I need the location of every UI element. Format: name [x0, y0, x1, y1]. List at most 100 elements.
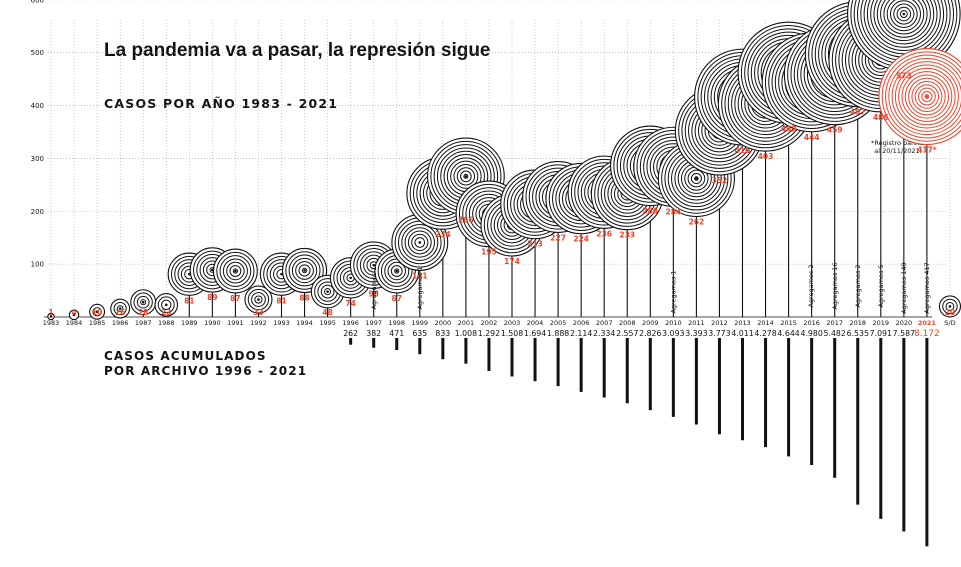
value-label: 81	[276, 296, 286, 305]
bubble-ring	[687, 169, 706, 188]
bubble-ring	[320, 284, 335, 299]
agregamos-label: Agregamos 1	[370, 266, 378, 309]
bubble-ring	[690, 172, 702, 185]
cumulative-layer: 262 382 471 635 833 1.008 1.292 1.508 1.694 1.888…	[343, 329, 940, 547]
bubble-ring	[881, 51, 961, 142]
cumulative-label: 1.292	[478, 329, 500, 338]
bubble-ring	[863, 0, 945, 55]
bubble-ring	[876, 0, 931, 42]
bubble-ring	[219, 255, 252, 287]
bubble-ring	[918, 87, 936, 106]
bubble-ring	[232, 268, 239, 274]
value-label: 262	[689, 218, 705, 227]
value-label: 224	[573, 235, 589, 244]
bubble-ring	[401, 223, 439, 261]
value-bubble	[212, 248, 258, 294]
cumulative-label-line2: POR ARCHIVO 1996 - 2021	[104, 364, 308, 378]
bubble-ring	[394, 268, 400, 274]
year-tick-label: 2021	[918, 319, 937, 327]
cumulative-label: 4.644	[777, 329, 799, 338]
bubble-ring	[324, 288, 332, 296]
value-label: 233	[619, 231, 635, 240]
year-tick-label: 1985	[89, 319, 106, 327]
label-layer: 1 4 10 16 28 23 81 89 87 33 81 88 48 74 98 87 141 234 266 1…	[48, 71, 955, 317]
year-tick-label: 1984	[66, 319, 83, 327]
bubble-ring	[898, 67, 956, 126]
bubble-center	[95, 310, 99, 314]
bubble-ring	[893, 3, 915, 25]
cumulative-label: 2.826	[639, 329, 661, 338]
value-label: 10	[92, 308, 102, 317]
value-label: 352	[712, 176, 728, 185]
y-tick-label: 300	[31, 155, 44, 163]
cumulative-label: 1.508	[501, 329, 523, 338]
year-tick-label: 1998	[388, 319, 405, 327]
agregamos-label: Agregamos 5	[877, 264, 885, 307]
bubble-ring	[880, 0, 928, 38]
bubble-ring	[301, 267, 308, 274]
year-tick-label: 1999	[412, 319, 429, 327]
cumulative-label-line1: CASOS ACUMULADOS	[104, 349, 267, 363]
cumulative-label: 3.093	[662, 329, 684, 338]
value-label: 416	[735, 146, 751, 155]
agregamos-label: Agregamos 140	[900, 262, 908, 313]
year-tick-label: 1995	[319, 319, 336, 327]
cumulative-label: 7.091	[870, 329, 892, 338]
value-label: 20	[945, 308, 955, 317]
chart-title: La pandemia va a pasar, la represión sig…	[104, 40, 491, 61]
bubble-ring	[222, 258, 248, 284]
bubble-center	[695, 177, 698, 180]
bubble-ring	[870, 0, 938, 48]
agregamos-label: Agregamos 1	[670, 270, 678, 313]
bubble-ring	[157, 296, 175, 314]
value-label: 497	[850, 108, 866, 117]
bubble-ring	[866, 0, 941, 51]
cumulative-label: 262	[343, 329, 358, 338]
bubble-ring	[899, 10, 908, 19]
cumulative-label: 6.535	[847, 329, 869, 338]
year-tick-label: 1992	[250, 319, 267, 327]
value-label: 573	[896, 71, 912, 80]
cumulative-label: 2.334	[593, 329, 615, 338]
value-label: 284	[666, 207, 682, 216]
year-tick-label: 1994	[296, 319, 313, 327]
value-label: 87	[230, 294, 240, 303]
year-tick-label: 2013	[734, 319, 751, 327]
value-label: 236	[596, 229, 612, 238]
value-label: 234	[435, 230, 451, 239]
bubble-ring	[298, 264, 311, 277]
bubble-center	[464, 175, 468, 178]
bubble-ring	[247, 288, 270, 311]
year-tick-label: 2009	[642, 319, 659, 327]
value-label: 33	[253, 308, 263, 317]
bubble-center	[72, 313, 76, 317]
bubble-ring	[901, 71, 953, 122]
value-label: 87	[392, 294, 402, 303]
cumulative-label: 635	[412, 329, 427, 338]
bubble-ring	[161, 299, 172, 311]
value-label: 266	[458, 216, 474, 225]
value-bubble	[938, 295, 961, 318]
y-tick-label: 100	[31, 261, 44, 269]
year-tick-label: 1993	[273, 319, 290, 327]
value-label: 195	[481, 248, 497, 257]
bubble-ring	[891, 61, 961, 132]
value-label: 28	[138, 308, 148, 317]
bubble-ring	[914, 84, 940, 109]
value-label: 286	[642, 207, 658, 216]
value-label: 462	[781, 124, 797, 133]
cumulative-label: 4.011	[731, 329, 753, 338]
bubble-ring	[92, 307, 102, 317]
bubble-ring	[456, 167, 476, 186]
bubble-ring	[888, 57, 961, 136]
cumulative-label: 5.482	[824, 329, 846, 338]
bubble-ring	[911, 81, 943, 113]
bubble-ring	[889, 0, 918, 28]
bubble-center	[257, 298, 260, 301]
bubble-ring	[216, 251, 255, 291]
value-bubble	[110, 298, 131, 319]
bubble-ring	[694, 176, 699, 181]
agregamos-label: Agregamos 2	[807, 264, 815, 307]
cumulative-label: 1.888	[547, 329, 569, 338]
